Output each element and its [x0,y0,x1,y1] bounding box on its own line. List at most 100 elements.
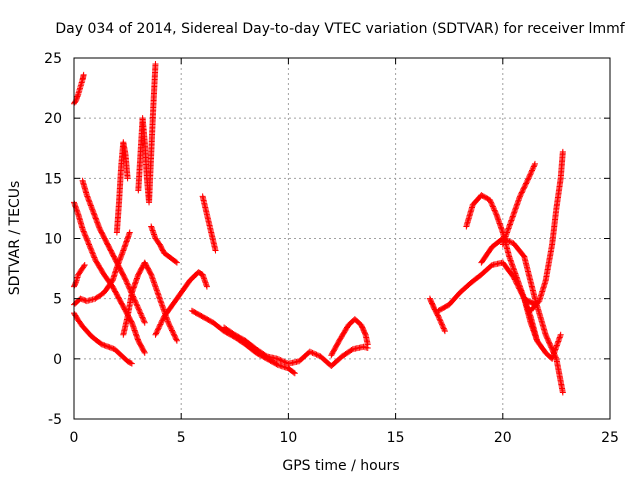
data-point [282,359,289,366]
data-point [542,331,549,338]
y-tick-label: 5 [53,292,62,308]
data-point [132,300,139,307]
data-point [82,232,89,239]
data-point [159,316,166,323]
data-point [529,166,536,173]
data-point [488,199,495,206]
data-point [134,303,141,310]
data-point [523,180,530,187]
data-point [140,317,147,324]
data-point [154,326,161,333]
data-point [559,389,566,396]
data-point [85,240,92,247]
data-point [281,358,288,365]
data-point [135,305,142,312]
data-point [440,324,447,331]
data-point [165,321,172,328]
data-point [531,160,538,167]
data-point [308,349,315,356]
data-point [523,179,530,186]
data-point [273,361,280,368]
data-point [348,347,355,354]
data-point [519,188,526,195]
data-point [80,71,87,78]
data-point [122,276,129,283]
data-point [90,253,97,260]
chart-title: Day 034 of 2014, Sidereal Day-to-day VTE… [55,21,625,37]
data-point [155,325,162,332]
data-point [434,312,441,319]
data-point [487,198,494,205]
data-point [546,340,553,347]
data-point [203,283,210,290]
data-point [166,322,173,329]
data-point [86,241,93,248]
data-point [274,355,281,362]
data-point [91,254,98,261]
data-point [131,296,138,303]
data-point [141,349,148,356]
data-point [172,258,179,265]
data-point [87,245,94,252]
data-point [362,330,369,337]
data-point [544,336,551,343]
data-point [169,328,176,335]
y-tick-label: 0 [53,352,62,368]
data-point [436,315,443,322]
data-point [280,358,287,365]
data-point [491,207,498,214]
data-point [521,183,528,190]
data-point [439,322,446,329]
data-point [81,229,88,236]
data-point [90,251,97,258]
data-point [141,348,148,355]
data-point [172,335,179,342]
data-point [124,175,131,182]
data-point [543,333,550,340]
data-point [88,246,95,253]
data-point [128,360,135,367]
x-axis-label: GPS time / hours [282,458,399,474]
data-point [524,176,531,183]
data-point [437,318,444,325]
data-point [134,302,141,309]
data-point [167,324,174,331]
data-point [490,204,497,211]
data-point [314,352,321,359]
data-point [156,322,163,329]
data-point [559,148,566,155]
data-point [87,244,94,251]
data-point [91,255,98,262]
data-point [212,247,219,254]
data-point [81,261,88,268]
data-point [127,360,134,367]
data-point [81,231,88,238]
data-point [488,200,495,207]
data-point [154,327,161,334]
data-point [435,313,442,320]
data-point [141,318,148,325]
data-point [170,331,177,338]
data-point [529,167,536,174]
data-point [170,330,177,337]
data-point [89,249,96,256]
data-point [437,317,444,324]
data-point [276,356,283,363]
data-point [548,345,555,352]
data-point [492,210,499,217]
data-point [278,357,285,364]
data-point [492,208,499,215]
data-point [547,341,554,348]
data-point [132,298,139,305]
data-point [518,190,525,197]
data-point [262,352,269,359]
data-point [520,186,527,193]
data-point [171,332,178,339]
data-point [124,281,131,288]
x-tick-label: 10 [279,430,297,446]
data-point [157,320,164,327]
data-point [291,370,298,377]
data-point [82,233,89,240]
x-tick-label: 15 [387,430,405,446]
data-point [83,236,90,243]
